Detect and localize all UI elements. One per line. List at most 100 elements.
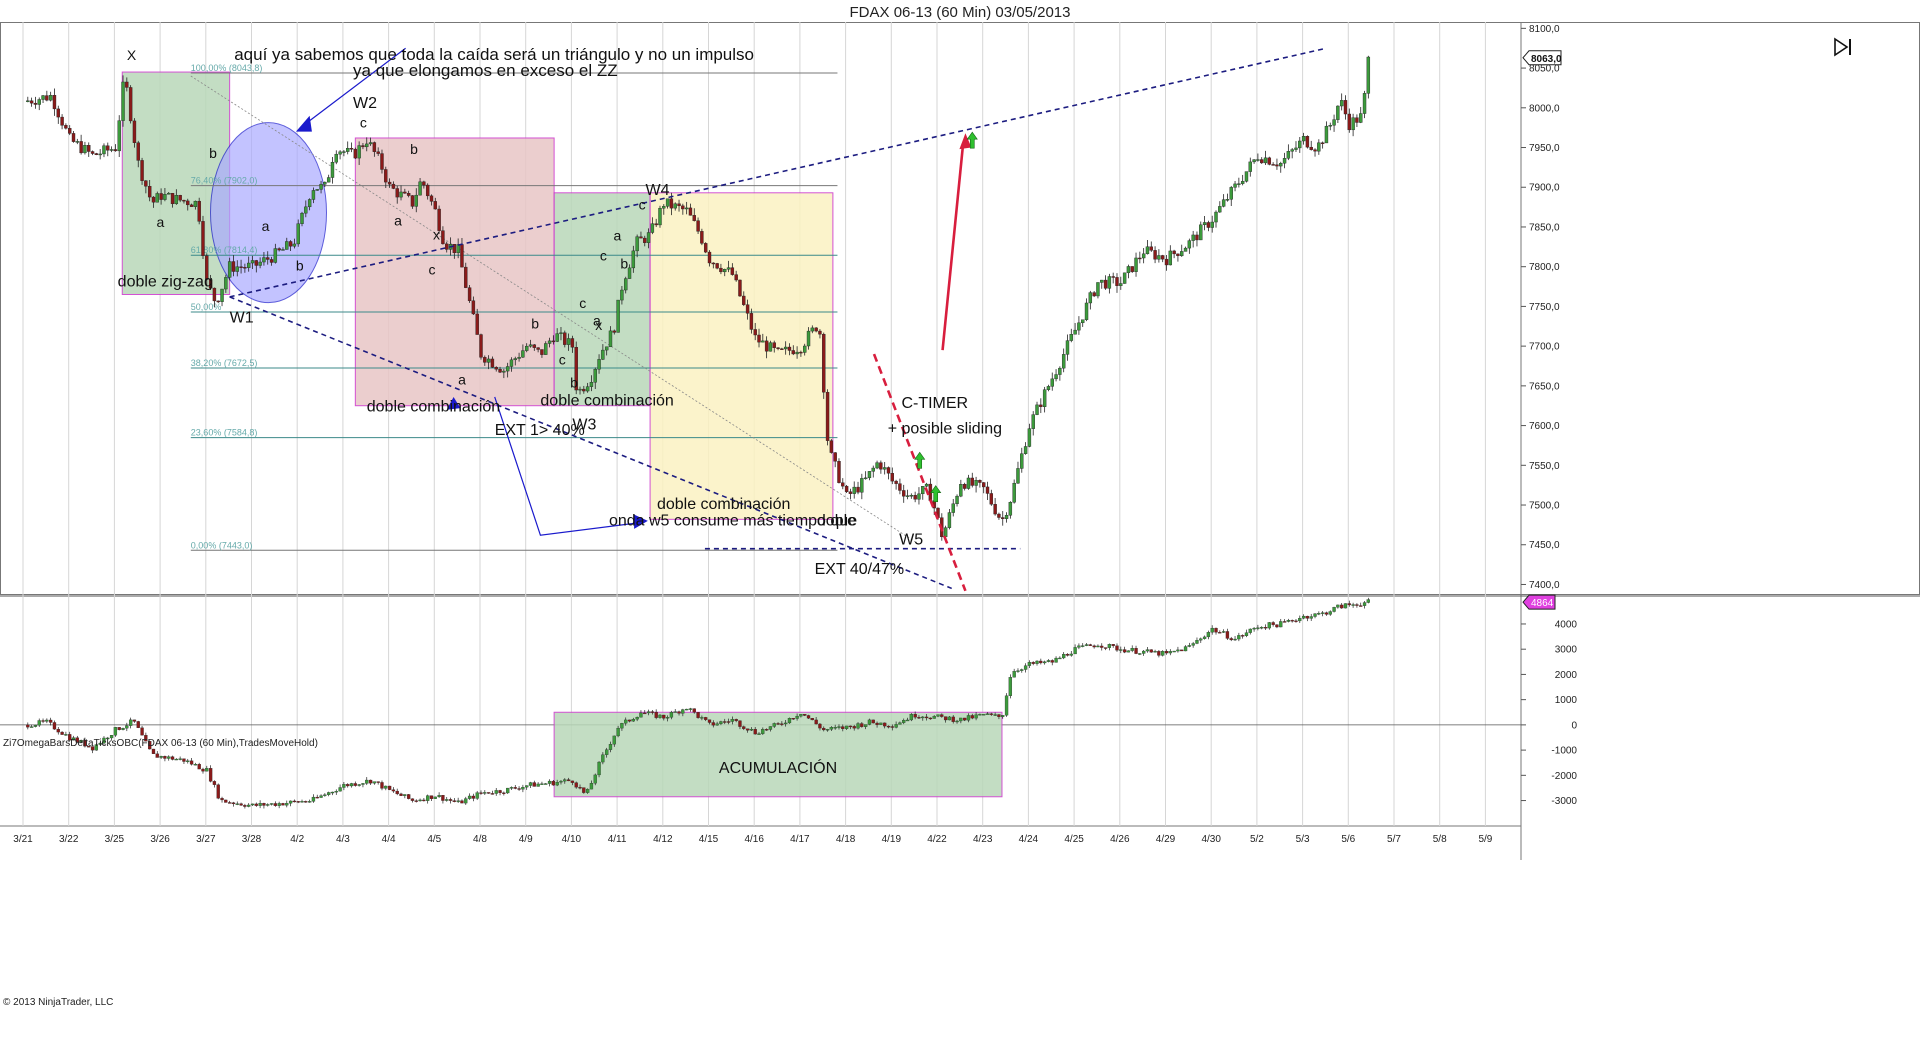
candle-body <box>67 128 72 134</box>
ind-bar <box>1340 604 1344 609</box>
ind-bar <box>704 717 708 720</box>
candle-body <box>913 494 917 500</box>
candle-body <box>1160 255 1165 260</box>
candle-body <box>1023 446 1028 454</box>
candle-body <box>1035 404 1039 415</box>
ind-bar <box>738 720 742 727</box>
y-tick-label: 7700,0 <box>1529 342 1560 353</box>
ind-bar <box>365 779 369 784</box>
ind-bar <box>1275 624 1279 628</box>
ind-bar <box>875 722 879 725</box>
ind-bar <box>936 714 940 717</box>
wave-label: W2 <box>353 95 377 112</box>
candle-body <box>1061 354 1066 369</box>
y-tick-label: 7750,0 <box>1529 302 1560 313</box>
ind-bar <box>1199 638 1203 641</box>
candle-body <box>75 141 80 143</box>
candle-body <box>117 120 121 152</box>
ind-bar <box>757 733 761 735</box>
ind-bar <box>201 768 205 772</box>
candle-body <box>513 358 517 361</box>
candle-body <box>281 249 285 251</box>
candle-body <box>460 244 464 268</box>
ind-bar <box>45 719 49 722</box>
ind-bar <box>498 790 502 793</box>
ind-bar <box>262 803 266 806</box>
candle-body <box>1027 428 1032 447</box>
ind-bar <box>227 802 232 804</box>
candle-body <box>1229 187 1233 200</box>
candle-body <box>26 100 30 102</box>
candle-body <box>471 300 476 315</box>
green-up-arrow-icon <box>966 131 978 149</box>
candle-body <box>509 359 514 367</box>
wave-label: a <box>614 227 622 243</box>
wave-label: a <box>262 218 270 234</box>
candle-body <box>1092 292 1096 297</box>
ind-bar <box>186 760 190 762</box>
x-tick-label: 3/26 <box>150 834 170 845</box>
ind-bar <box>852 726 856 729</box>
ind-bar <box>951 716 955 722</box>
ind-bar <box>1355 604 1359 606</box>
candle-body <box>1008 502 1013 516</box>
candle-body <box>1046 386 1051 390</box>
ind-bar <box>734 719 738 721</box>
x-tick-label: 4/9 <box>519 834 533 845</box>
ind-bar <box>532 782 536 787</box>
ind-bar <box>456 800 460 802</box>
y-tick-label: 8000,0 <box>1529 103 1560 114</box>
candle-body <box>700 231 704 244</box>
candle-body <box>1263 157 1268 164</box>
candle-body <box>536 347 540 350</box>
ind-bar <box>471 795 476 799</box>
ind-bar <box>871 719 875 724</box>
wave-label: W5 <box>899 532 923 549</box>
ind-bar <box>136 721 140 728</box>
candle-body <box>635 236 639 252</box>
x-tick-label: 4/17 <box>790 834 810 845</box>
candle-body <box>875 462 879 469</box>
candle-body <box>48 95 53 101</box>
candle-body <box>1240 181 1245 184</box>
candle-body <box>235 266 239 272</box>
ind-bar <box>726 721 731 723</box>
ind-bar <box>616 727 620 737</box>
candle-body <box>288 241 293 247</box>
ind-y-tick-label: 3000 <box>1555 645 1578 656</box>
candle-body <box>170 192 175 205</box>
candle-body <box>277 248 281 251</box>
ind-bar <box>1301 615 1306 619</box>
candle-body <box>837 461 841 483</box>
candle-body <box>159 193 163 200</box>
ind-bar <box>848 725 853 728</box>
candle-body <box>993 504 997 515</box>
candle-body <box>486 358 491 363</box>
ind-bar <box>989 713 993 715</box>
ind-bar <box>886 725 891 728</box>
ind-bar <box>216 784 220 799</box>
skip-to-end-icon[interactable] <box>1832 36 1854 58</box>
wave-label: c <box>579 295 586 311</box>
candle-body <box>703 243 708 253</box>
candle-body <box>624 278 628 291</box>
ind-bar <box>1096 645 1100 648</box>
candle-body <box>102 145 106 155</box>
ind-bar <box>117 727 121 730</box>
candle-body <box>646 232 651 243</box>
wave-label: c <box>559 351 566 367</box>
y-tick-label: 7600,0 <box>1529 421 1560 432</box>
candle-body <box>966 477 971 489</box>
chart-annotation: EXT 40/47% <box>815 561 905 578</box>
candle-body <box>658 207 662 226</box>
candle-body <box>151 196 156 203</box>
ind-bar <box>288 800 293 804</box>
ind-bar <box>64 734 68 736</box>
candle-body <box>189 204 194 207</box>
candle-body <box>212 287 217 302</box>
candle-body <box>692 215 696 221</box>
ind-bar <box>414 800 418 802</box>
ind-bar <box>1336 604 1340 608</box>
candle-body <box>163 194 167 200</box>
ind-bar <box>867 719 872 725</box>
